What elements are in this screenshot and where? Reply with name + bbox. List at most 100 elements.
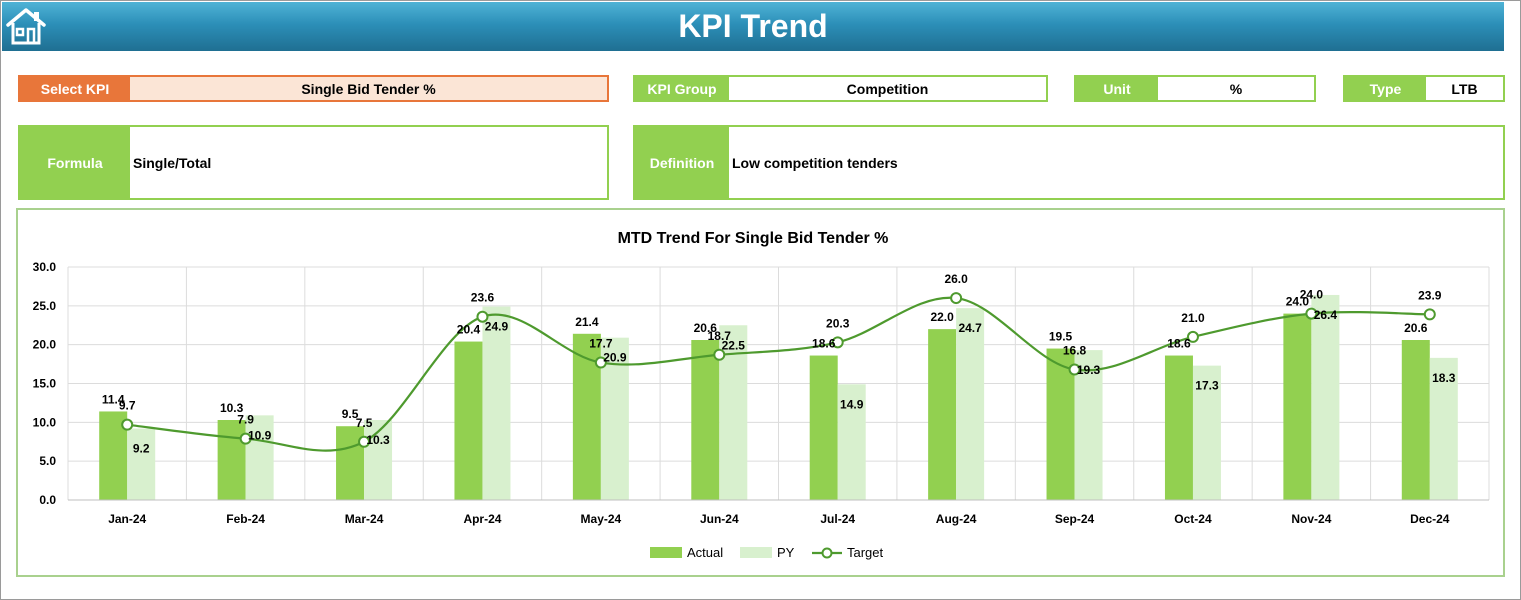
- target-data-label: 21.0: [1181, 311, 1205, 325]
- target-data-label: 9.7: [119, 399, 136, 413]
- py-bar: [1074, 350, 1103, 500]
- formula-value: Single/Total: [130, 127, 607, 198]
- actual-bar: [336, 426, 365, 500]
- py-data-label: 14.9: [840, 397, 864, 411]
- y-tick-label: 25.0: [33, 299, 57, 313]
- target-point: [831, 336, 844, 349]
- x-tick-label: Apr-24: [463, 512, 501, 526]
- target-point: [1186, 330, 1199, 343]
- actual-data-label: 9.5: [342, 407, 359, 421]
- x-tick-label: Feb-24: [226, 512, 265, 526]
- target-data-label: 24.0: [1300, 288, 1324, 302]
- actual-data-label: 19.5: [1049, 330, 1073, 344]
- actual-bar: [1164, 355, 1193, 500]
- type-field: Type LTB: [1343, 75, 1505, 102]
- y-tick-label: 10.0: [33, 415, 57, 429]
- x-tick-label: Oct-24: [1174, 512, 1212, 526]
- actual-bar: [217, 420, 246, 500]
- actual-data-label: 10.3: [220, 401, 244, 415]
- target-data-label: 23.9: [1418, 288, 1442, 302]
- x-tick-label: Mar-24: [345, 512, 384, 526]
- py-bar: [1192, 365, 1221, 500]
- definition-label: Definition: [635, 127, 729, 198]
- kpi-group-value: Competition: [729, 77, 1046, 100]
- py-data-label: 20.9: [603, 351, 627, 365]
- x-tick-label: Dec-24: [1410, 512, 1450, 526]
- x-tick-label: Aug-24: [936, 512, 977, 526]
- legend-actual-swatch: [650, 547, 682, 558]
- target-point: [121, 418, 134, 431]
- type-label: Type: [1345, 77, 1426, 100]
- actual-data-label: 22.0: [930, 310, 954, 324]
- page-title: KPI Trend: [678, 8, 828, 44]
- type-value: LTB: [1426, 77, 1503, 100]
- actual-bar: [809, 355, 838, 500]
- actual-data-label: 20.6: [694, 321, 718, 335]
- x-tick-label: Jul-24: [820, 512, 855, 526]
- py-bar: [1311, 294, 1340, 500]
- unit-field: Unit %: [1074, 75, 1316, 102]
- legend-py-swatch: [740, 547, 772, 558]
- y-tick-label: 20.0: [33, 338, 57, 352]
- home-button[interactable]: [4, 6, 48, 46]
- y-tick-label: 30.0: [33, 260, 57, 274]
- py-data-label: 24.7: [958, 321, 982, 335]
- y-tick-label: 0.0: [39, 493, 56, 507]
- target-data-label: 16.8: [1063, 344, 1087, 358]
- target-data-label: 23.6: [471, 291, 495, 305]
- py-data-label: 9.2: [133, 442, 150, 456]
- legend-py-label: PY: [777, 545, 795, 560]
- x-tick-label: Nov-24: [1291, 512, 1331, 526]
- target-data-label: 20.3: [826, 316, 850, 330]
- legend-target-label: Target: [847, 545, 884, 560]
- target-point: [1305, 307, 1318, 320]
- unit-value: %: [1158, 77, 1314, 100]
- actual-data-label: 18.6: [812, 337, 836, 351]
- select-kpi-field: Select KPI Single Bid Tender %: [18, 75, 609, 102]
- py-bar: [364, 420, 393, 500]
- x-tick-label: Sep-24: [1055, 512, 1095, 526]
- select-kpi-label: Select KPI: [20, 77, 130, 100]
- y-tick-label: 5.0: [39, 454, 56, 468]
- target-point: [358, 435, 371, 448]
- actual-data-label: 18.6: [1167, 337, 1191, 351]
- target-point: [594, 356, 607, 369]
- actual-data-label: 21.4: [575, 315, 599, 329]
- unit-label: Unit: [1076, 77, 1158, 100]
- select-kpi-dropdown[interactable]: Single Bid Tender %: [130, 77, 607, 100]
- target-data-label: 17.7: [589, 337, 613, 351]
- actual-bar: [454, 341, 483, 500]
- py-bar: [956, 308, 985, 500]
- py-bar: [482, 306, 511, 500]
- formula-label: Formula: [20, 127, 130, 198]
- chart-container: MTD Trend For Single Bid Tender % 11.4 9.…: [16, 208, 1505, 577]
- x-tick-label: Jan-24: [108, 512, 146, 526]
- target-point: [476, 310, 489, 323]
- target-point: [1423, 308, 1436, 321]
- py-data-label: 24.9: [485, 320, 509, 334]
- actual-bar: [1046, 348, 1075, 500]
- kpi-trend-chart: MTD Trend For Single Bid Tender % 11.49.…: [33, 230, 1490, 560]
- py-bar: [127, 428, 156, 500]
- kpi-group-label: KPI Group: [635, 77, 729, 100]
- y-tick-label: 15.0: [33, 377, 57, 391]
- definition-value: Low competition tenders: [729, 127, 1503, 198]
- legend-actual-label: Actual: [687, 545, 723, 560]
- py-bar: [1429, 357, 1458, 500]
- legend-target-marker: [821, 547, 833, 559]
- actual-data-label: 20.6: [1404, 321, 1428, 335]
- actual-data-label: 20.4: [457, 323, 481, 337]
- target-data-label: 18.7: [708, 329, 732, 343]
- actual-data-label: 24.0: [1286, 295, 1310, 309]
- target-data-label: 7.5: [356, 416, 373, 430]
- chart-title: MTD Trend For Single Bid Tender %: [618, 230, 889, 247]
- x-tick-label: May-24: [581, 512, 622, 526]
- home-icon: [6, 8, 46, 45]
- x-tick-label: Jun-24: [700, 512, 739, 526]
- py-data-label: 19.3: [1077, 363, 1101, 377]
- actual-bar: [928, 329, 957, 500]
- header-bar: KPI Trend: [2, 2, 1504, 51]
- actual-bar: [1283, 313, 1312, 500]
- target-point: [713, 348, 726, 361]
- py-data-label: 17.3: [1195, 379, 1219, 393]
